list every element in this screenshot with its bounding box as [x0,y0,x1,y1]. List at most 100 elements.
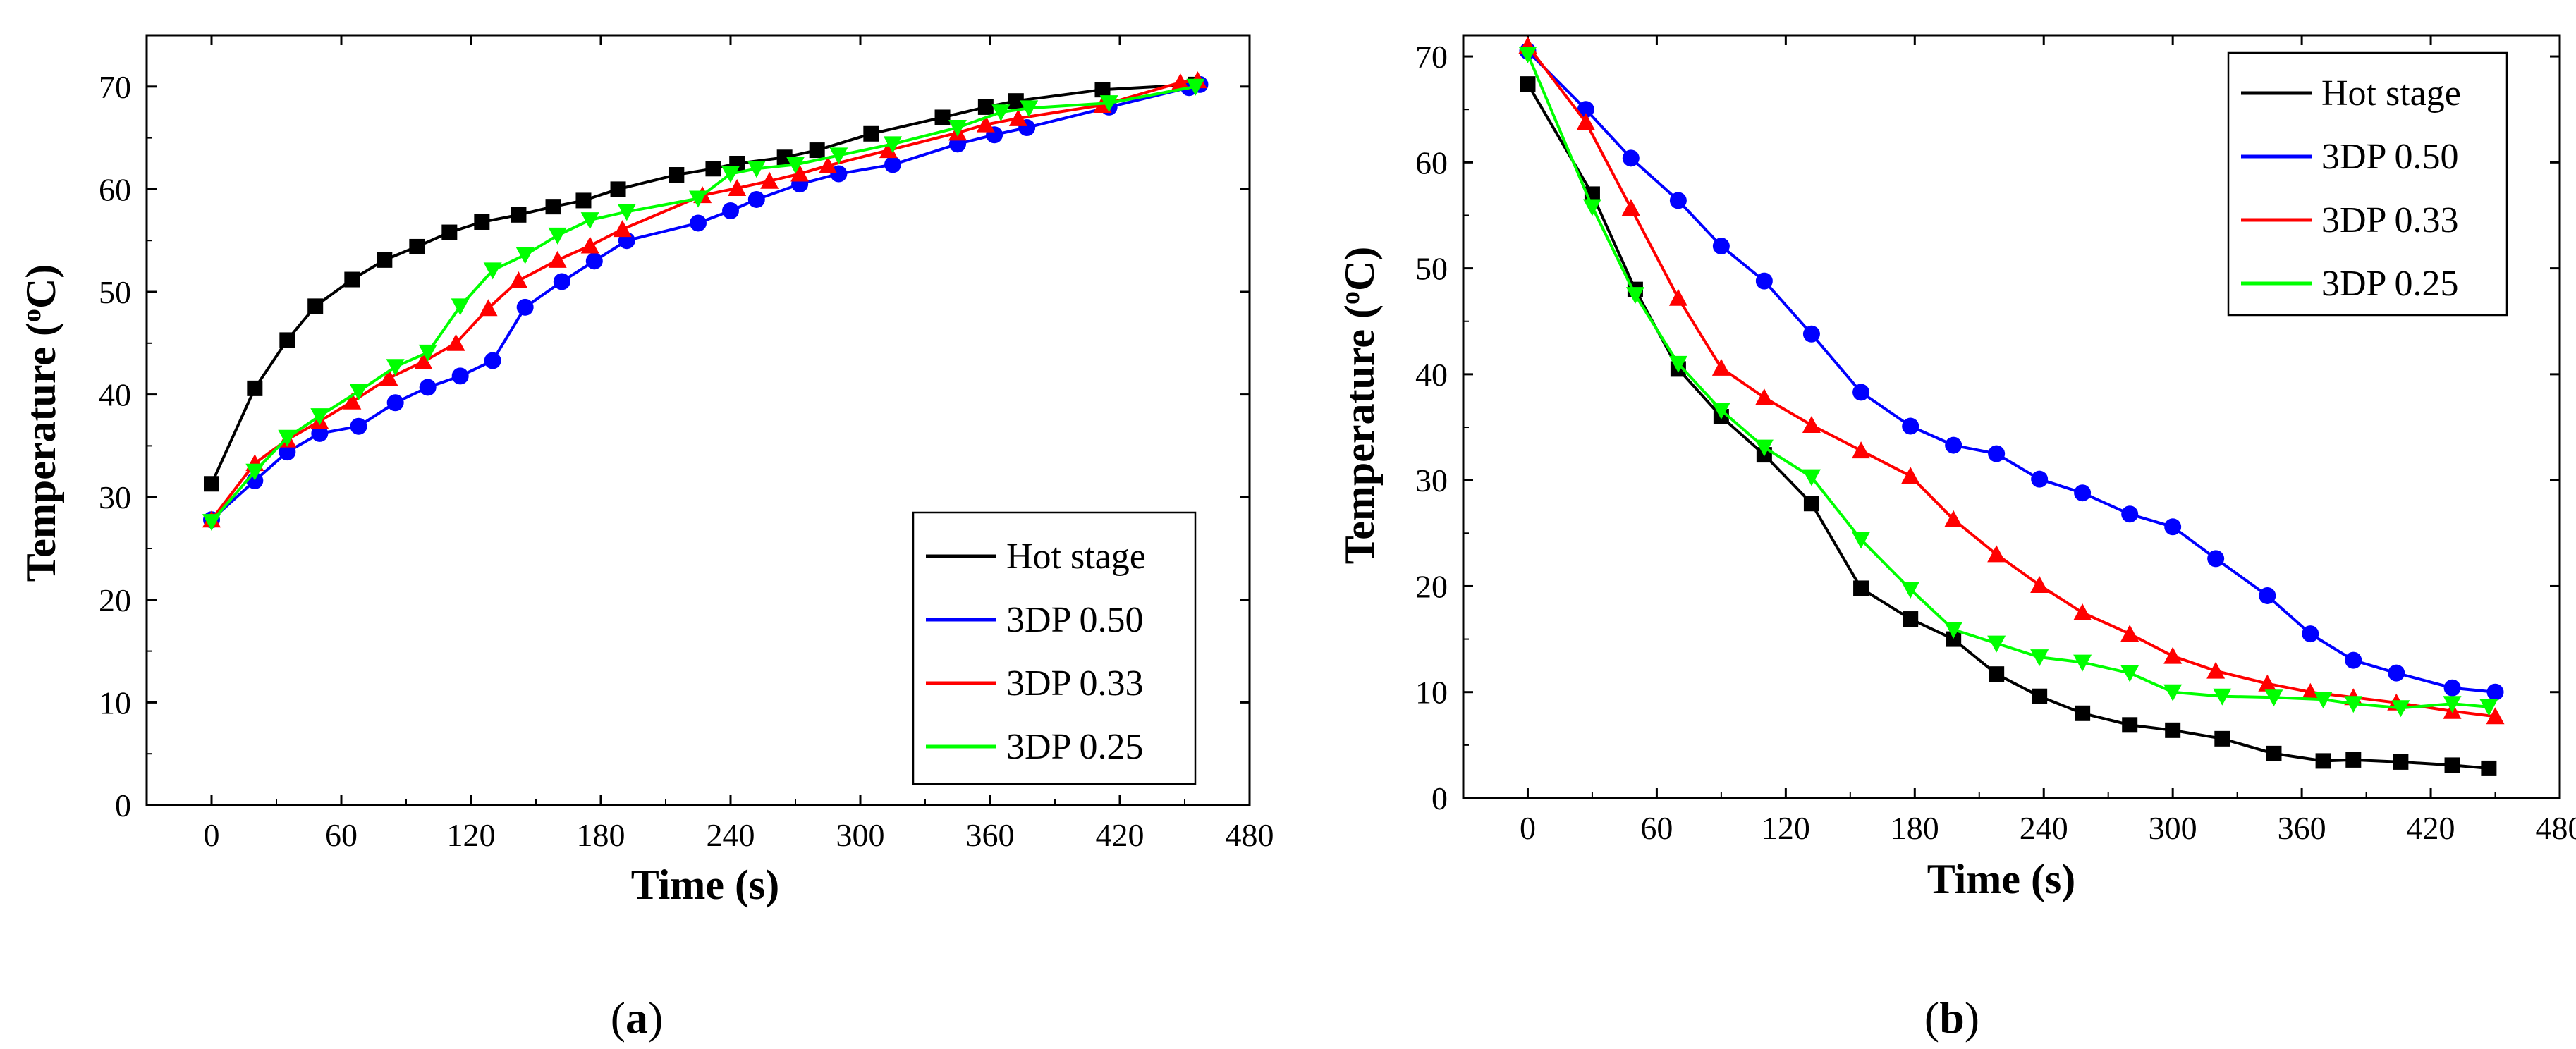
series-line-b-1 [1527,50,2496,694]
x-tick-label-b: 360 [2278,810,2326,846]
data-point-b-0 [2266,745,2282,761]
data-point-a-1 [279,443,296,461]
data-point-b-0 [2214,730,2230,747]
plot-area-b: 0 60 120 180 240 300 360 420 480 0 10 20 30 40 50 60 70 H… [1415,34,2576,846]
series-line-b-0 [1526,83,2489,770]
x-tick-label-b: 180 [1891,810,1939,846]
data-point-a-0 [669,167,685,183]
y-tick-label-a: 60 [99,171,131,207]
data-point-b-3 [2120,665,2139,682]
data-point-a-3 [689,190,707,208]
data-point-a-3 [786,157,805,174]
data-point-a-0 [705,161,721,177]
data-point-b-3 [2391,700,2410,718]
data-point-b-2 [1987,545,2006,563]
x-tick-label-b: 300 [2149,810,2197,846]
data-point-a-3 [617,204,636,221]
data-point-a-0 [511,207,527,223]
data-point-b-0 [1989,666,2005,682]
panel-label-a: (a) [611,993,664,1043]
data-point-b-2 [2163,646,2183,664]
data-point-a-0 [409,238,425,254]
x-tick-label-b: 480 [2536,810,2576,846]
y-tick-label-b: 30 [1415,462,1448,498]
y-tick-label-a: 70 [99,69,131,105]
data-point-a-1 [386,394,404,412]
legend-label-b-2: 3DP 0.33 [2321,200,2459,240]
series-line-a-2 [210,79,1198,521]
data-point-b-0 [2345,752,2362,768]
data-point-b-2 [2301,682,2320,700]
data-point-b-1 [2207,550,2225,568]
data-point-b-1 [2302,625,2319,643]
data-point-b-1 [2388,664,2405,682]
data-point-b-3 [1668,355,1687,373]
data-point-a-0 [934,109,951,125]
data-point-b-2 [2073,603,2092,621]
data-point-b-1 [2345,651,2362,669]
x-axis-title-b: Time (s) [1927,856,2076,902]
x-tick-label-a: 420 [1096,817,1144,853]
data-point-b-1 [1669,192,1687,209]
data-point-b-3 [1944,622,1963,639]
y-tick-label-b: 70 [1415,39,1448,75]
data-point-b-3 [2314,692,2333,709]
data-point-b-3 [2163,684,2183,701]
y-axis-title-b: Temperature (oC) [1336,247,1383,565]
data-point-a-2 [760,171,779,189]
series-line-b-3 [1526,54,2489,710]
data-point-a-1 [516,298,534,316]
data-point-a-2 [343,392,362,410]
data-point-b-3 [2479,699,2498,716]
data-point-b-1 [1755,272,1773,290]
data-point-a-2 [548,250,567,268]
data-point-a-2 [1008,109,1027,126]
y-tick-label-b: 60 [1415,145,1448,180]
y-tick-label-a: 50 [99,274,131,310]
legend-label-a-2: 3DP 0.33 [1006,663,1144,704]
data-point-a-3 [418,344,437,362]
legend-label-b-0: Hot stage [2321,73,2461,114]
data-point-a-1 [451,367,469,385]
data-point-a-3 [386,359,405,376]
data-point-b-0 [2165,722,2181,738]
data-point-b-2 [1668,288,1687,306]
data-point-a-3 [245,463,264,481]
data-point-a-3 [202,514,221,532]
data-point-b-3 [1852,532,1871,549]
data-point-a-1 [585,252,603,270]
data-point-b-1 [2164,518,2182,536]
data-point-a-3 [721,166,740,183]
data-point-b-1 [2486,683,2504,701]
data-point-b-1 [1802,325,1820,343]
x-axis-title-a: Time (s) [631,861,780,908]
data-point-b-1 [1712,238,1730,255]
data-point-b-0 [1803,496,1819,512]
data-point-a-2 [613,220,632,238]
data-point-a-0 [776,149,793,166]
data-point-b-2 [1621,198,1640,216]
series-a-3 [202,78,1205,532]
data-point-a-2 [414,352,433,370]
x-tick-label-a: 300 [836,817,885,853]
chart-panel-b: 0 60 120 180 240 300 360 420 480 0 10 20 30 40 50 60 70 H… [1336,34,2576,1043]
data-point-a-3 [349,384,368,401]
data-point-a-3 [515,247,535,264]
y-tick-label-b: 40 [1415,357,1448,393]
legend-b: Hot stage 3DP 0.50 3DP 0.33 3DP 0.25 [2227,51,2508,317]
data-point-b-0 [2075,705,2091,721]
data-point-a-0 [344,271,360,288]
data-point-a-1 [350,417,367,435]
series-line-a-3 [210,85,1196,523]
x-tick-label-a: 60 [325,817,358,853]
data-point-a-2 [728,178,747,196]
series-line-a-1 [210,82,1201,521]
data-point-a-3 [483,262,502,280]
data-point-b-1 [1622,149,1640,167]
data-point-a-0 [575,192,592,209]
data-point-a-1 [747,190,765,208]
data-point-a-3 [1186,78,1205,96]
data-point-a-0 [377,252,393,268]
y-tick-label-a: 30 [99,479,131,515]
